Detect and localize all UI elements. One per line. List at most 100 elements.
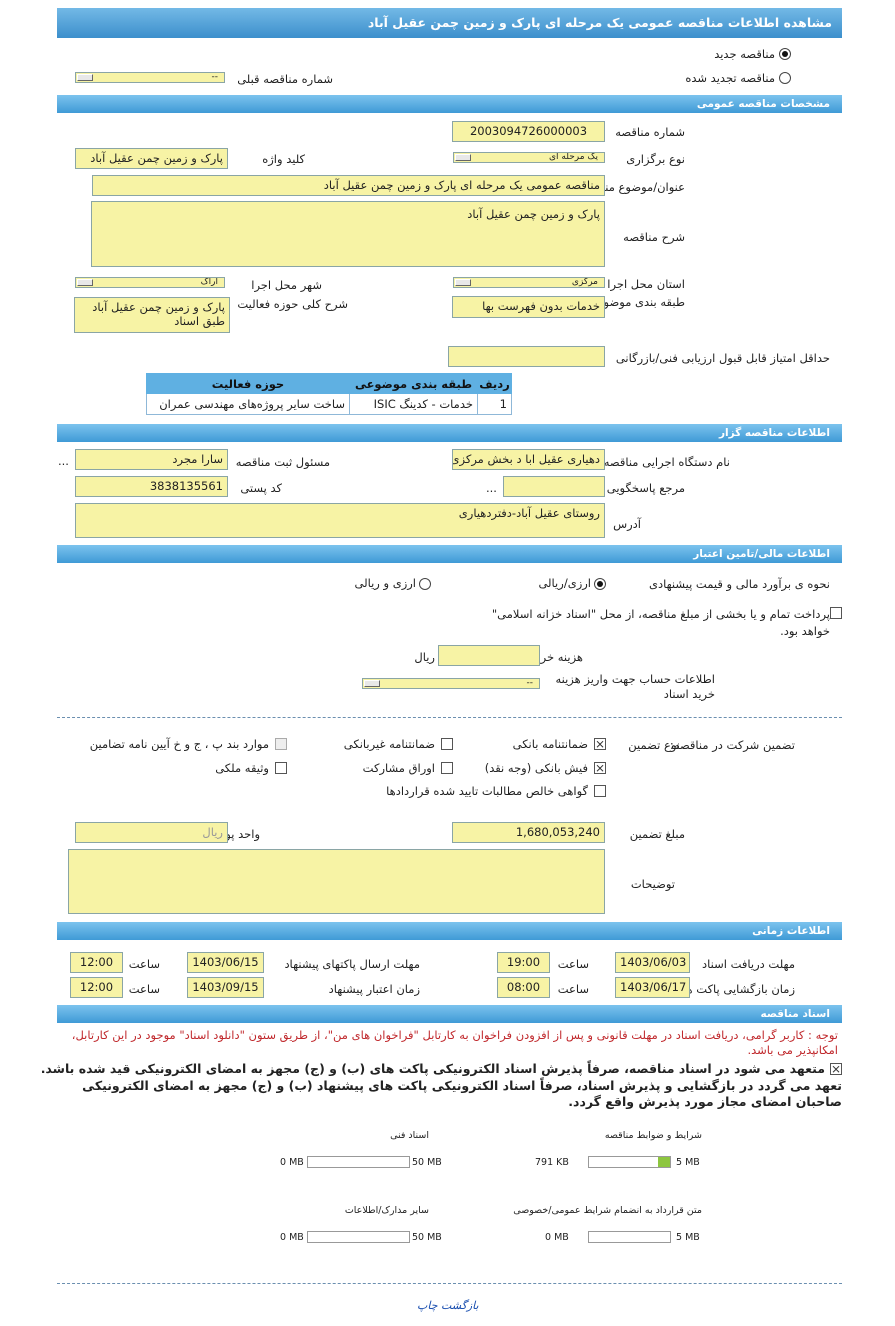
category-field[interactable]: خدمات بدون فهرست بها xyxy=(452,296,605,318)
guarantee-bonds-checkbox[interactable] xyxy=(441,762,453,774)
radio-new-tender[interactable] xyxy=(779,48,791,60)
guarantee-claims-label: گواهی خالص مطالبات تایید شده قراردادها xyxy=(386,784,588,798)
documents-note: توجه : کاربر گرامی، دریافت اسناد در مهلت… xyxy=(71,1028,838,1057)
file-other-used: 0 MB xyxy=(280,1232,304,1243)
table-row: 1 خدمات - کدینگ ISIC ساخت سایر پروژه‌های م… xyxy=(146,393,512,415)
progress-fill xyxy=(657,1157,670,1167)
postal-label: کد پستی xyxy=(240,481,282,495)
page-title: مشاهده اطلاعات مناقصه عمومی یک مرحله ای … xyxy=(57,8,842,38)
guarantee-nonbank-checkbox[interactable] xyxy=(441,738,453,750)
city-value: اراک xyxy=(200,277,218,287)
section-documents: اسناد مناقصه xyxy=(57,1005,842,1023)
print-link[interactable]: چاپ xyxy=(417,1299,438,1312)
open-date[interactable]: 1403/06/17 xyxy=(615,977,690,998)
submit-date[interactable]: 1403/06/15 xyxy=(187,952,264,973)
validity-label: زمان اعتبار پیشنهاد xyxy=(328,982,420,996)
divider xyxy=(57,717,842,718)
cell-category: خدمات - کدینگ ISIC xyxy=(349,393,478,415)
doc-cost-field[interactable] xyxy=(438,645,540,666)
radio-currency-and-rial[interactable] xyxy=(419,578,431,590)
guarantee-bank-checkbox[interactable]: ⨯ xyxy=(594,737,606,751)
address-label: آدرس xyxy=(613,517,641,531)
reference-label: مرجع پاسخگویی xyxy=(606,481,685,495)
description-field[interactable]: پارک و زمین چمن عقیل آباد xyxy=(91,201,605,267)
file-other-max: 50 MB xyxy=(412,1232,442,1243)
section-finance: اطلاعات مالی/تامین اعتبار xyxy=(57,545,842,563)
category-label: طبقه بندی موضوعی xyxy=(587,295,685,309)
file-technical-used: 0 MB xyxy=(280,1157,304,1168)
scope-field[interactable]: پارک و زمین چمن عقیل آباد طبق اسناد xyxy=(74,297,230,333)
notes-field[interactable] xyxy=(68,849,605,914)
section-timing: اطلاعات زمانی xyxy=(57,922,842,940)
guarantee-regulation-checkbox[interactable] xyxy=(275,738,287,750)
estimate-label: نحوه ی برآورد مالی و قیمت پیشنهادی xyxy=(648,577,830,591)
cell-activity: ساخت سایر پروژه‌های مهندسی عمران xyxy=(146,393,350,415)
city-select[interactable]: اراک xyxy=(75,277,225,288)
guarantee-cash-checkbox[interactable]: ⨯ xyxy=(594,761,606,775)
keyword-label: کلید واژه xyxy=(262,152,305,166)
col-row: ردیف xyxy=(477,373,512,394)
holding-type-select[interactable]: یک مرحله ای xyxy=(453,152,605,163)
reference-more-button[interactable]: ... xyxy=(486,481,497,495)
open-label: زمان بازگشایی پاکت ها xyxy=(683,982,795,996)
responsible-field[interactable]: سارا مجرد xyxy=(75,449,228,470)
guarantee-claims-checkbox[interactable] xyxy=(594,785,606,797)
file-technical-label: اسناد فنی xyxy=(390,1130,429,1141)
responsible-more-button[interactable]: ... xyxy=(58,454,69,468)
min-score-field[interactable] xyxy=(448,346,605,367)
doc-receive-time[interactable]: 19:00 xyxy=(497,952,550,973)
org-field[interactable]: دهیاری عقیل ابا د بخش مرکزی xyxy=(452,449,605,470)
province-select[interactable]: مرکزی xyxy=(453,277,605,288)
account-select[interactable]: -- xyxy=(362,678,540,689)
validity-date[interactable]: 1403/09/15 xyxy=(187,977,264,998)
prev-tender-select[interactable]: -- xyxy=(75,72,225,83)
account-value: -- xyxy=(526,678,534,688)
file-other-label: سایر مدارک/اطلاعات xyxy=(344,1205,429,1216)
radio-renewed-tender[interactable] xyxy=(779,72,791,84)
treasury-checkbox[interactable] xyxy=(830,607,842,619)
prev-tender-value: -- xyxy=(211,72,219,82)
responsible-label: مسئول ثبت مناقصه xyxy=(235,455,330,469)
doc-receive-date[interactable]: 1403/06/03 xyxy=(615,952,690,973)
time-label: ساعت xyxy=(128,957,160,971)
postal-field[interactable]: 3838135561 xyxy=(75,476,228,497)
file-contract-max: 5 MB xyxy=(676,1232,700,1243)
activity-table: ردیف طبقه بندی موضوعی حوزه فعالیت 1 خدمات -… xyxy=(146,373,512,415)
address-field[interactable]: روستای عقیل آباد-دفتردهیاری xyxy=(75,503,605,538)
tender-number-field[interactable]: 2003094726000003 xyxy=(452,121,605,142)
commit-checkbox[interactable]: ⨯ xyxy=(830,1062,842,1076)
file-conditions-max: 5 MB xyxy=(676,1157,700,1168)
unit-field[interactable]: ریال xyxy=(75,822,228,843)
keyword-field[interactable]: پارک و زمین چمن عقیل آباد xyxy=(75,148,228,169)
guarantee-property-label: وثیقه ملکی xyxy=(215,761,269,775)
validity-time[interactable]: 12:00 xyxy=(70,977,123,998)
account-label: اطلاعات حساب جهت واریز هزینه خرید اسناد xyxy=(555,672,715,701)
col-activity: حوزه فعالیت xyxy=(146,373,350,394)
radio-currency-rial[interactable] xyxy=(594,578,606,590)
back-link[interactable]: بازگشت xyxy=(441,1299,479,1312)
guarantee-bank-label: ضمانتنامه بانکی xyxy=(512,737,588,751)
holding-type-label: نوع برگزاری xyxy=(626,152,685,166)
treasury-text: پرداخت تمام و یا بخشی از مبلغ مناقصه، از… xyxy=(491,607,830,638)
time-label: ساعت xyxy=(557,957,589,971)
reference-field[interactable] xyxy=(503,476,605,497)
amount-field[interactable]: 1,680,053,240 xyxy=(452,822,605,843)
guarantee-cash-label: فیش بانکی (وجه نقد) xyxy=(484,761,588,775)
subject-label: عنوان/موضوع مناقصه xyxy=(580,180,685,194)
col-category: طبقه بندی موضوعی xyxy=(349,373,478,394)
section-general: مشخصات مناقصه عمومی xyxy=(57,95,842,113)
commit-text-2: تعهد می گردد در بازگشایی و پذیرش اسناد، … xyxy=(82,1078,842,1109)
description-label: شرح مناقصه xyxy=(623,230,685,244)
doc-receive-label: مهلت دریافت اسناد xyxy=(702,957,795,971)
currency-and-rial-label: ارزی و ریالی xyxy=(354,576,416,590)
file-conditions-progress xyxy=(588,1156,671,1168)
renewed-tender-label: مناقصه تجدید شده xyxy=(685,71,775,85)
doc-cost-currency: ریال xyxy=(414,650,435,664)
time-label: ساعت xyxy=(557,982,589,996)
file-conditions-label: شرایط و ضوابط مناقصه xyxy=(604,1130,702,1141)
open-time[interactable]: 08:00 xyxy=(497,977,550,998)
submit-time[interactable]: 12:00 xyxy=(70,952,123,973)
subject-field[interactable]: مناقصه عمومی یک مرحله ای پارک و زمین چمن… xyxy=(92,175,605,196)
guarantee-property-checkbox[interactable] xyxy=(275,762,287,774)
currency-rial-label: ارزی/ریالی xyxy=(538,576,591,590)
